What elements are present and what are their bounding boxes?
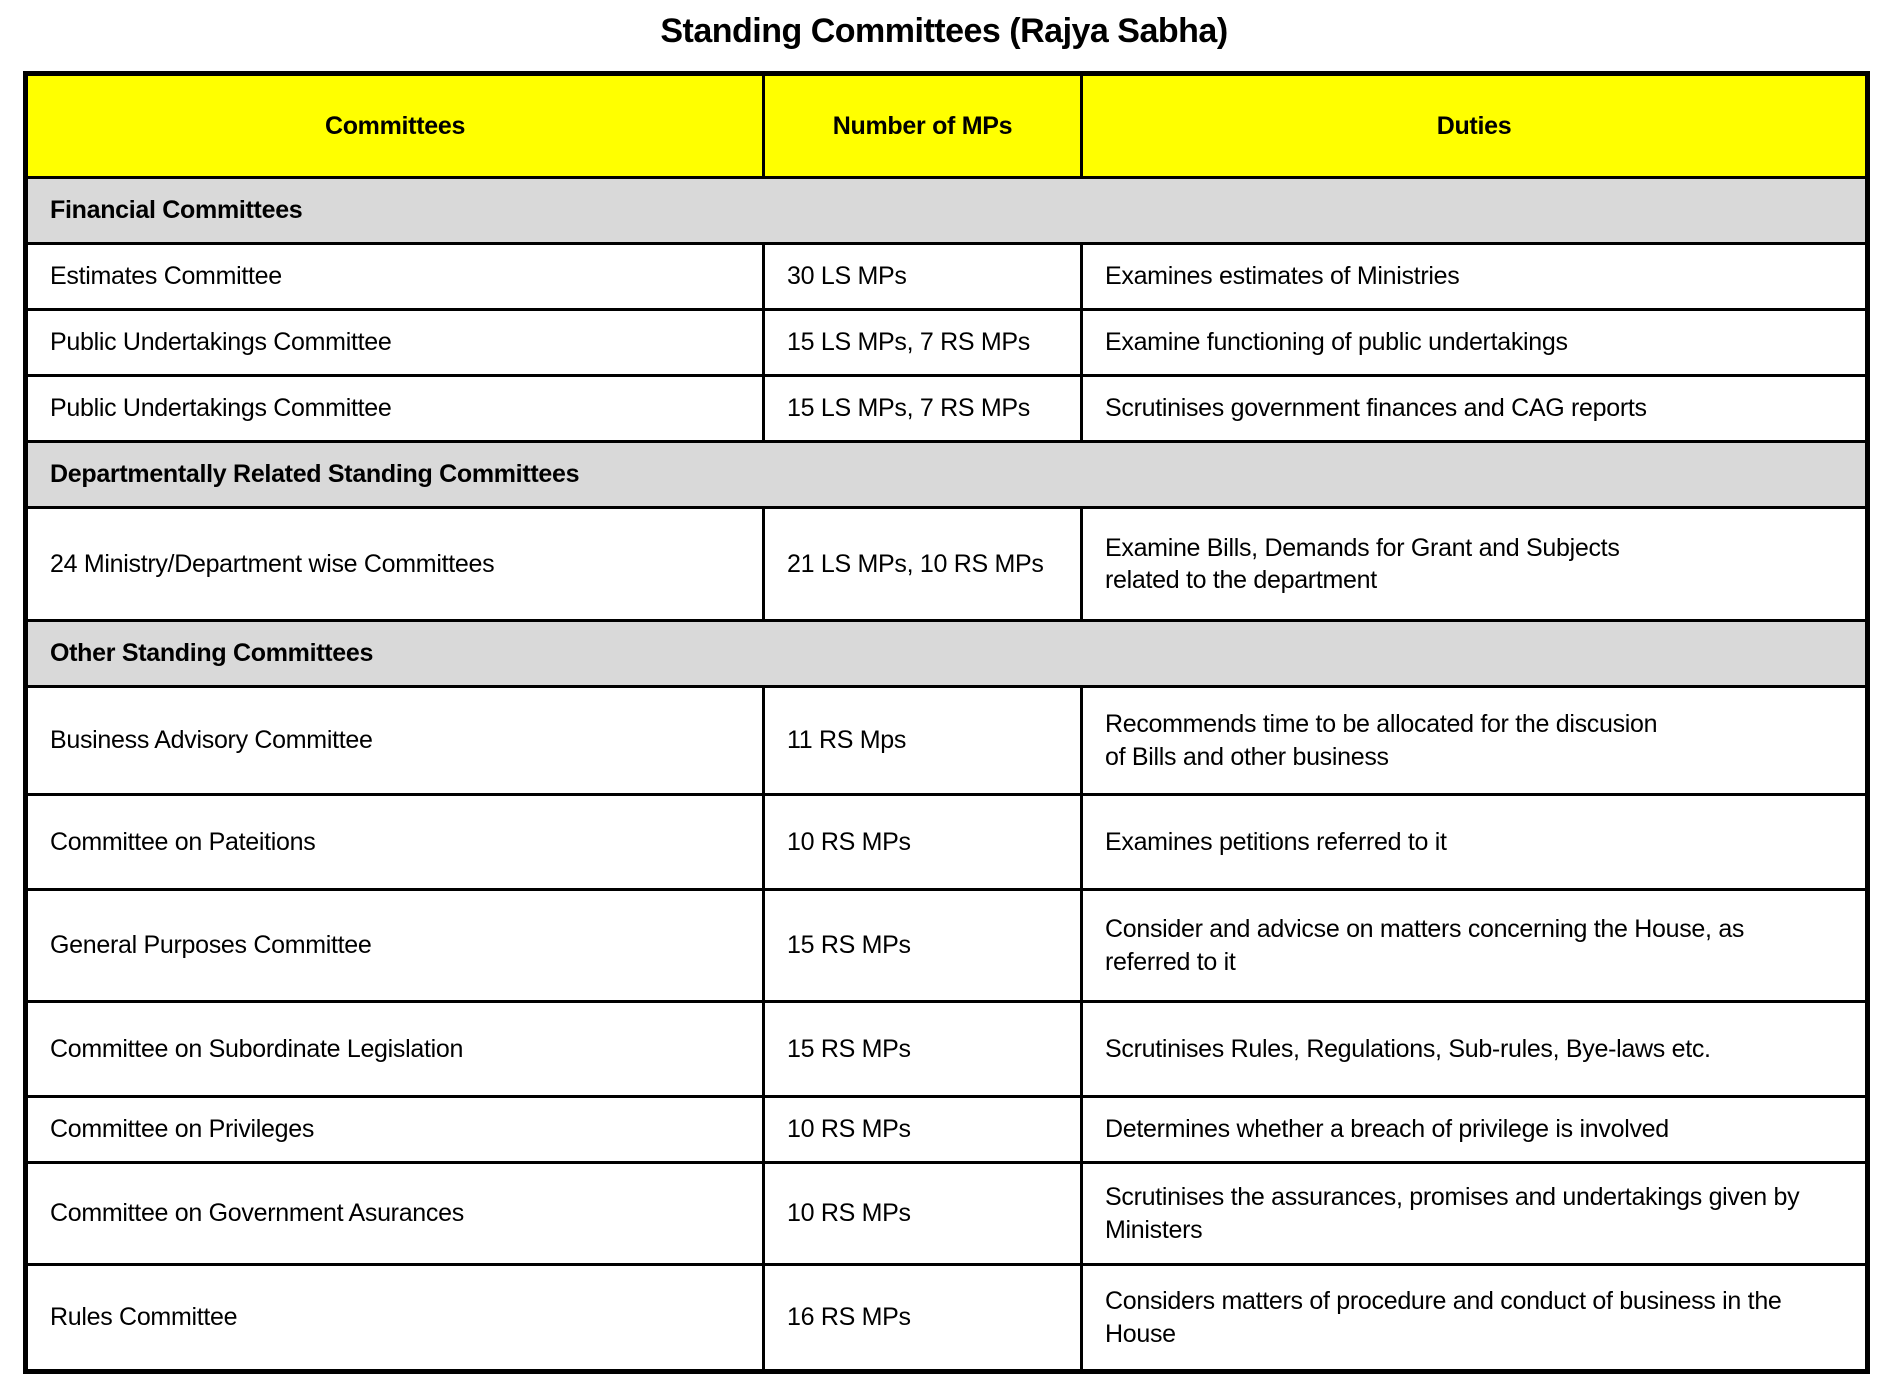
mps-cell: 30 LS MPs	[762, 242, 1083, 311]
mps-cell: 10 RS MPs	[762, 1095, 1083, 1164]
committee-cell: Public Undertakings Committee	[24, 374, 765, 443]
duties-cell: Examine functioning of public undertakin…	[1080, 308, 1869, 377]
table-row: Estimates Committee 30 LS MPs Examines e…	[24, 242, 1869, 311]
duties-cell: Recommends time to be allocated for the …	[1080, 685, 1869, 796]
table-row: 24 Ministry/Department wise Committees 2…	[24, 506, 1869, 622]
committee-cell: 24 Ministry/Department wise Committees	[24, 506, 765, 622]
mps-cell: 11 RS Mps	[762, 685, 1083, 796]
table-row: Committee on Government Asurances 10 RS …	[24, 1161, 1869, 1266]
header-number-of-mps: Number of MPs	[762, 72, 1083, 179]
table-row: General Purposes Committee 15 RS MPs Con…	[24, 888, 1869, 1003]
committee-cell: Committee on Subordinate Legislation	[24, 1000, 765, 1098]
duties-cell: Determines whether a breach of privilege…	[1080, 1095, 1869, 1164]
section-row-other-standing: Other Standing Committees	[24, 619, 1869, 688]
mps-cell: 15 LS MPs, 7 RS MPs	[762, 308, 1083, 377]
committee-cell: Public Undertakings Committee	[24, 308, 765, 377]
mps-cell: 16 RS MPs	[762, 1263, 1083, 1373]
section-row-financial-committees: Financial Committees	[24, 176, 1869, 245]
page-title: Standing Committees (Rajya Sabha)	[660, 12, 1228, 50]
mps-cell: 21 LS MPs, 10 RS MPs	[762, 506, 1083, 622]
committee-cell: Committee on Pateitions	[24, 793, 765, 891]
committees-table: Committees Number of MPs Duties Financia…	[23, 71, 1870, 1374]
mps-cell: 10 RS MPs	[762, 793, 1083, 891]
duties-cell: Examines petitions referred to it	[1080, 793, 1869, 891]
header-duties: Duties	[1080, 72, 1869, 179]
duties-cell: Scrutinises the assurances, promises and…	[1080, 1161, 1869, 1266]
duties-cell: Considers matters of procedure and condu…	[1080, 1263, 1869, 1373]
table-row: Public Undertakings Committee 15 LS MPs,…	[24, 374, 1869, 443]
section-label: Financial Committees	[24, 176, 1869, 245]
mps-cell: 15 RS MPs	[762, 1000, 1083, 1098]
table-header-row: Committees Number of MPs Duties	[24, 72, 1869, 179]
duties-cell: Examines estimates of Ministries	[1080, 242, 1869, 311]
mps-cell: 15 RS MPs	[762, 888, 1083, 1003]
committee-cell: Rules Committee	[24, 1263, 765, 1373]
table-row: Committee on Pateitions 10 RS MPs Examin…	[24, 793, 1869, 891]
section-label: Other Standing Committees	[24, 619, 1869, 688]
duties-cell: Examine Bills, Demands for Grant and Sub…	[1080, 506, 1869, 622]
table-row: Business Advisory Committee 11 RS Mps Re…	[24, 685, 1869, 796]
duties-cell: Consider and advicse on matters concerni…	[1080, 888, 1869, 1003]
committee-cell: General Purposes Committee	[24, 888, 765, 1003]
section-label: Departmentally Related Standing Committe…	[24, 440, 1869, 509]
committee-cell: Committee on Government Asurances	[24, 1161, 765, 1266]
table-row: Committee on Privileges 10 RS MPs Determ…	[24, 1095, 1869, 1164]
table-row: Committee on Subordinate Legislation 15 …	[24, 1000, 1869, 1098]
committee-cell: Estimates Committee	[24, 242, 765, 311]
table-row: Rules Committee 16 RS MPs Considers matt…	[24, 1263, 1869, 1373]
table-row: Public Undertakings Committee 15 LS MPs,…	[24, 308, 1869, 377]
header-committees: Committees	[24, 72, 765, 179]
committee-cell: Business Advisory Committee	[24, 685, 765, 796]
duties-cell: Scrutinises government finances and CAG …	[1080, 374, 1869, 443]
duties-cell: Scrutinises Rules, Regulations, Sub-rule…	[1080, 1000, 1869, 1098]
section-row-departmentally-related: Departmentally Related Standing Committe…	[24, 440, 1869, 509]
mps-cell: 15 LS MPs, 7 RS MPs	[762, 374, 1083, 443]
mps-cell: 10 RS MPs	[762, 1161, 1083, 1266]
committee-cell: Committee on Privileges	[24, 1095, 765, 1164]
